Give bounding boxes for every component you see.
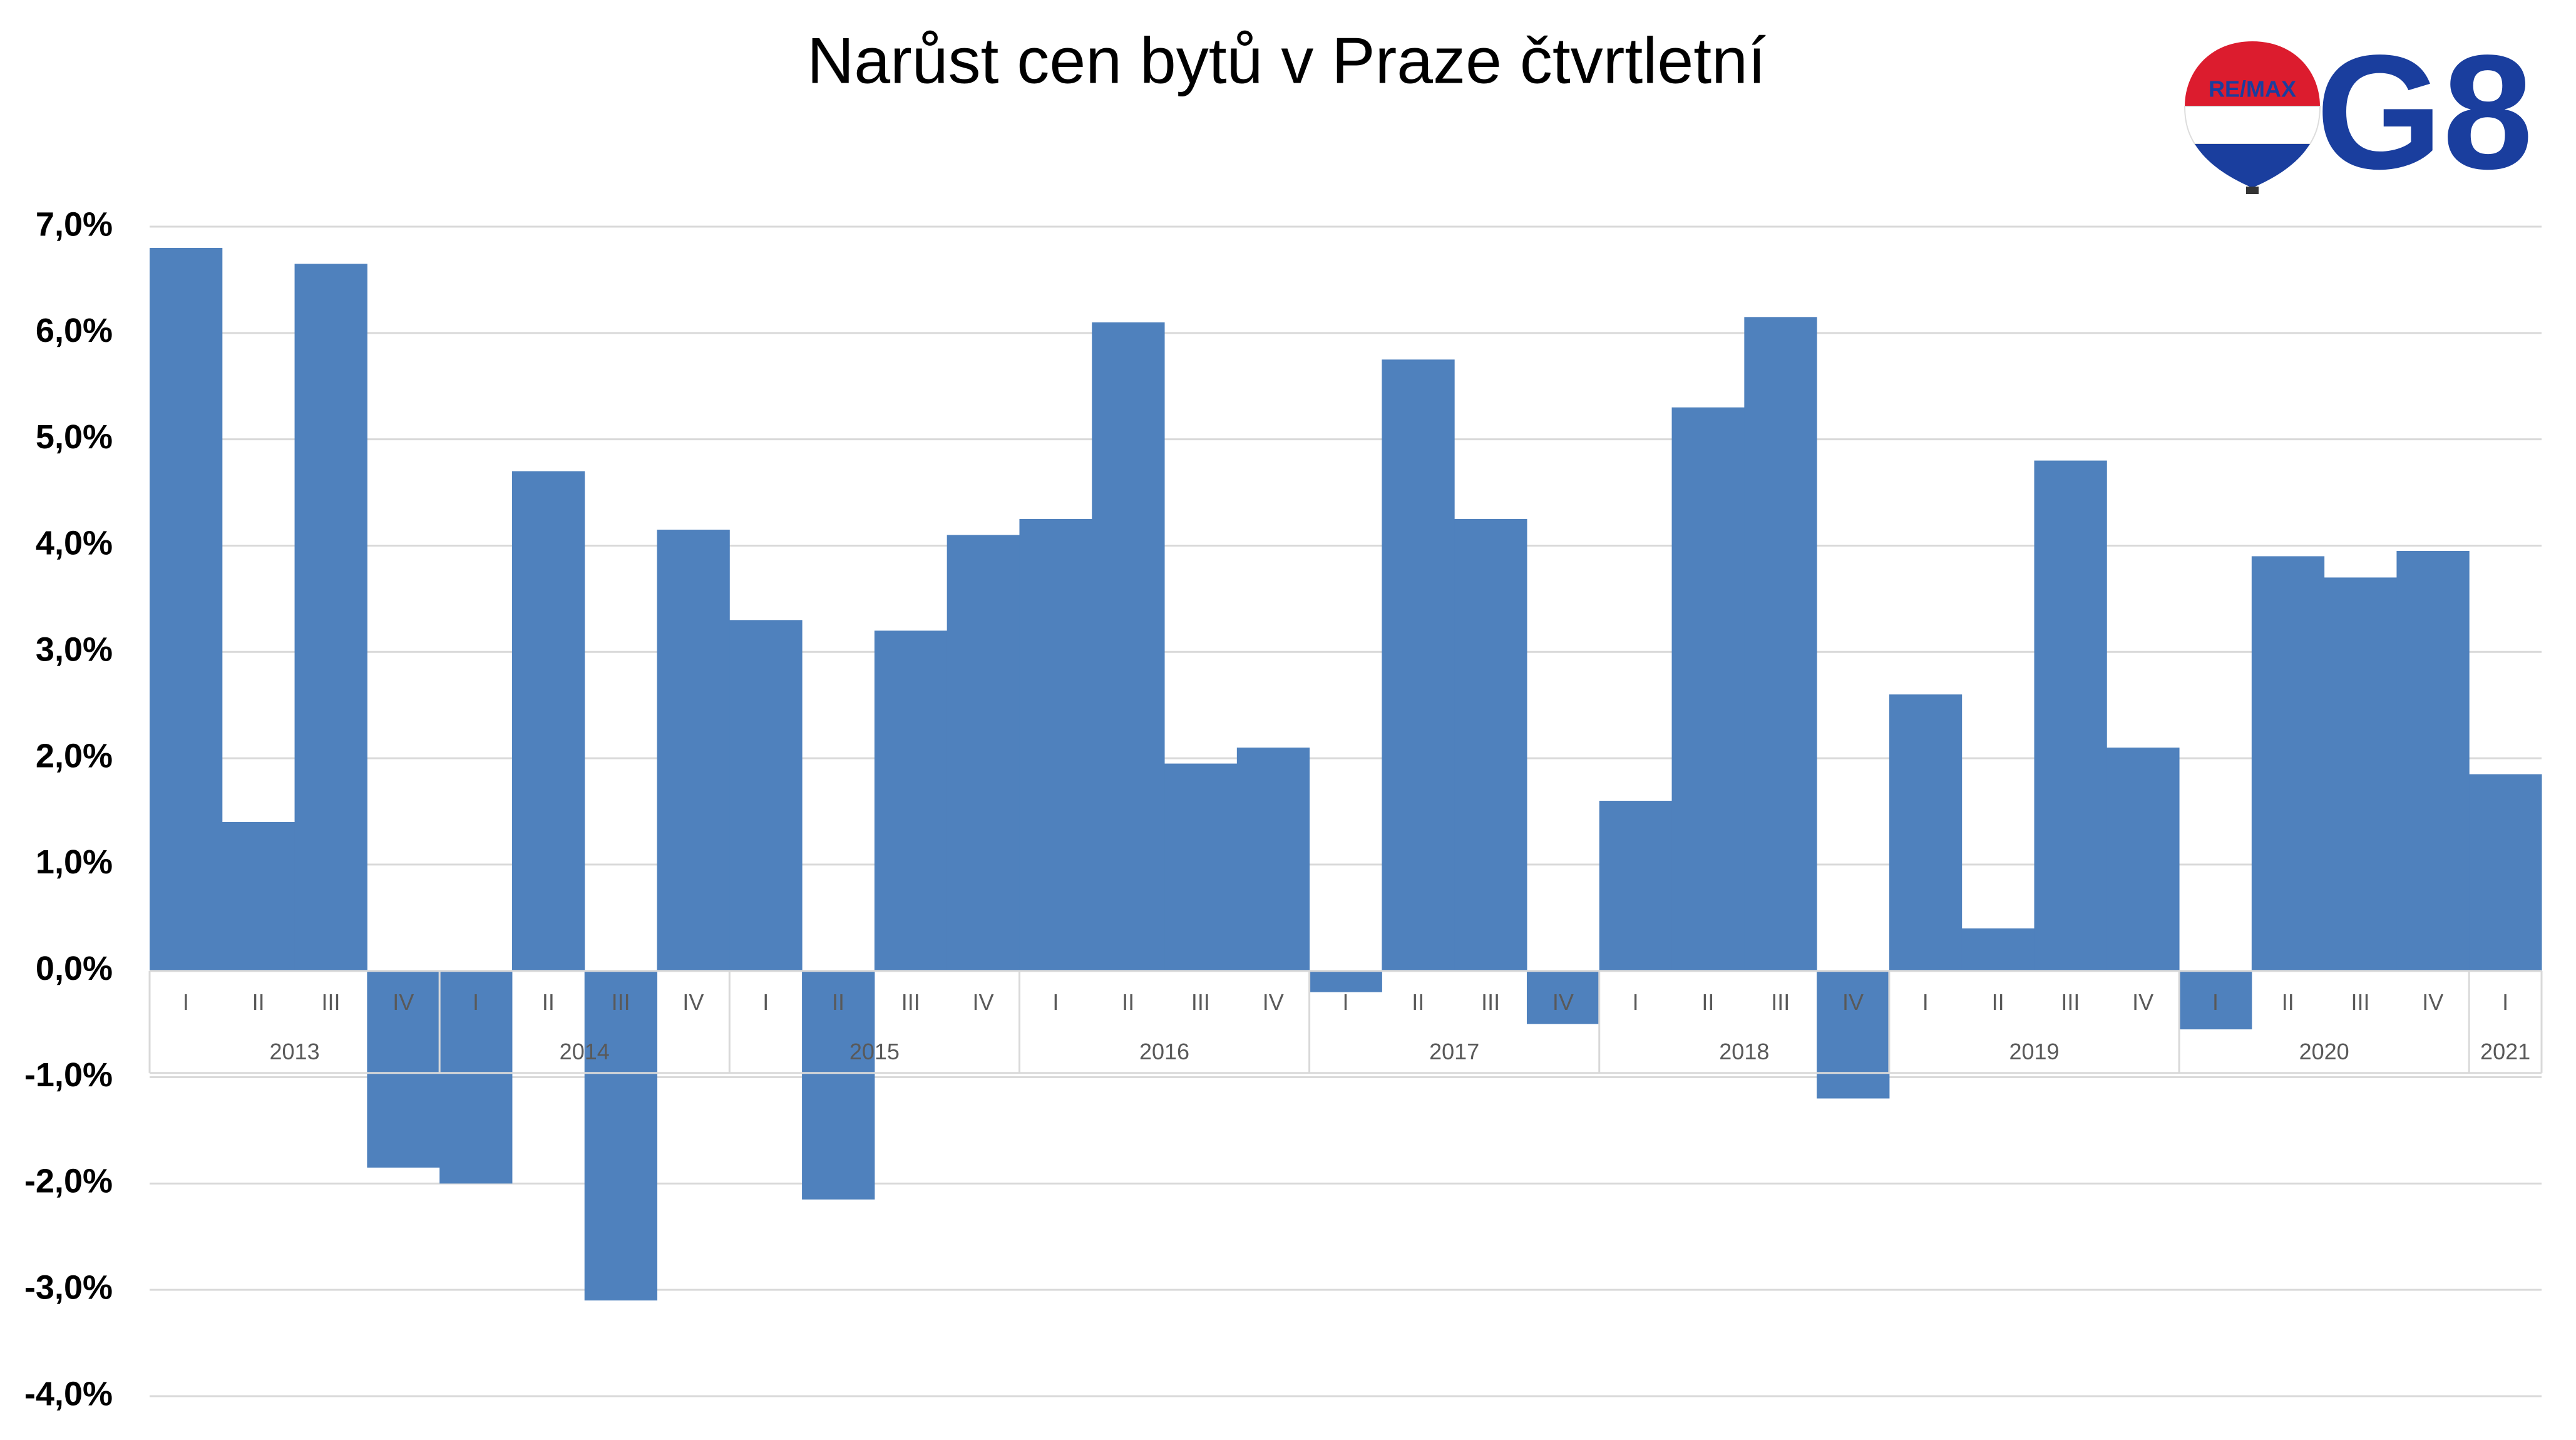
x-tick-label: I — [762, 989, 769, 1015]
x-tick-label: II — [1701, 989, 1714, 1015]
x-tick-label: II — [252, 989, 265, 1015]
x-group-label: 2013 — [270, 1039, 320, 1064]
y-tick-label: 1,0% — [36, 843, 113, 881]
bar — [1164, 763, 1238, 971]
bar — [584, 970, 658, 1301]
x-tick-label: I — [183, 989, 189, 1015]
y-tick-label: -4,0% — [24, 1375, 113, 1412]
x-tick-label: II — [832, 989, 844, 1015]
x-tick-label: II — [2282, 989, 2294, 1015]
bar — [2324, 577, 2397, 971]
bar — [1599, 801, 1673, 971]
bar — [511, 471, 585, 971]
x-tick-label: III — [612, 989, 630, 1015]
bar — [947, 535, 1020, 971]
x-tick-label: I — [1342, 989, 1348, 1015]
x-group-label: 2017 — [1429, 1039, 1479, 1064]
y-tick-label: -1,0% — [24, 1056, 113, 1094]
bar — [874, 630, 948, 971]
bar — [222, 821, 295, 971]
bar — [439, 970, 513, 1184]
x-group-label: 2020 — [2299, 1039, 2349, 1064]
bar — [2251, 556, 2325, 971]
bar — [1382, 359, 1455, 971]
y-tick-label: 7,0% — [36, 205, 113, 243]
x-tick-label: III — [2351, 989, 2370, 1015]
chart-title: Narůst cen bytů v Praze čtvrtletní — [807, 24, 1766, 97]
bar — [2469, 774, 2542, 971]
logo-text: RE/MAX — [2209, 76, 2296, 102]
x-tick-label: IV — [2132, 989, 2153, 1015]
bar — [657, 529, 730, 971]
bar — [1817, 970, 1890, 1099]
x-tick-label: III — [2061, 989, 2080, 1015]
x-tick-label: III — [321, 989, 340, 1015]
x-tick-label: III — [1191, 989, 1210, 1015]
x-tick-label: IV — [393, 989, 414, 1015]
y-tick-label: 6,0% — [36, 312, 113, 349]
x-group-label: 2014 — [560, 1039, 610, 1064]
y-tick-label: -3,0% — [24, 1268, 113, 1306]
bar — [802, 970, 875, 1200]
bar — [1236, 748, 1310, 971]
bar — [150, 247, 223, 971]
x-tick-label: IV — [1552, 989, 1574, 1015]
x-tick-label: III — [1481, 989, 1500, 1015]
y-tick-label: 4,0% — [36, 525, 113, 562]
bar — [1309, 970, 1382, 992]
x-tick-label: II — [1992, 989, 2004, 1015]
x-tick-label: II — [542, 989, 555, 1015]
y-tick-label: -2,0% — [24, 1163, 113, 1200]
x-tick-label: I — [2212, 989, 2219, 1015]
bar — [1744, 317, 1817, 971]
balloon-top — [2185, 41, 2320, 106]
bar — [1889, 694, 1963, 971]
bar — [1092, 322, 1165, 971]
x-tick-label: IV — [1842, 989, 1864, 1015]
logo-text: G8 — [2316, 22, 2533, 203]
x-tick-label: I — [1052, 989, 1059, 1015]
x-tick-label: II — [1122, 989, 1134, 1015]
remax-logo: RE/MAX — [2183, 41, 2321, 194]
y-tick-label: 2,0% — [36, 737, 113, 774]
x-group-label: 2019 — [2009, 1039, 2059, 1064]
x-tick-label: I — [1633, 989, 1639, 1015]
x-tick-label: I — [2502, 989, 2508, 1015]
balloon-band — [2183, 106, 2321, 145]
y-tick-label: 0,0% — [36, 950, 113, 987]
x-tick-label: II — [1412, 989, 1424, 1015]
bar — [1961, 928, 2035, 971]
x-group-label: 2018 — [1719, 1039, 1769, 1064]
x-group-label: 2021 — [2480, 1039, 2530, 1064]
x-tick-label: I — [1922, 989, 1929, 1015]
bar — [1526, 970, 1600, 1024]
y-tick-label: 3,0% — [36, 631, 113, 669]
bar — [1454, 519, 1527, 971]
y-tick-label: 5,0% — [36, 418, 113, 456]
x-tick-label: I — [473, 989, 479, 1015]
bar — [2179, 970, 2252, 1030]
balloon-basket — [2246, 187, 2259, 194]
x-tick-label: IV — [1263, 989, 1284, 1015]
bar — [294, 264, 367, 971]
x-tick-label: III — [901, 989, 920, 1015]
bar — [2034, 460, 2107, 971]
x-tick-label: IV — [973, 989, 994, 1015]
x-group-label: 2016 — [1139, 1039, 1189, 1064]
bar — [1671, 407, 1745, 971]
x-tick-label: III — [1771, 989, 1790, 1015]
x-tick-label: IV — [682, 989, 704, 1015]
balloon-bottom — [2195, 144, 2310, 188]
bar — [2396, 550, 2470, 971]
bar — [2106, 748, 2180, 971]
bar — [729, 620, 803, 971]
x-group-label: 2015 — [849, 1039, 900, 1064]
x-tick-label: IV — [2422, 989, 2443, 1015]
bar — [1019, 519, 1092, 971]
bar — [367, 970, 440, 1168]
